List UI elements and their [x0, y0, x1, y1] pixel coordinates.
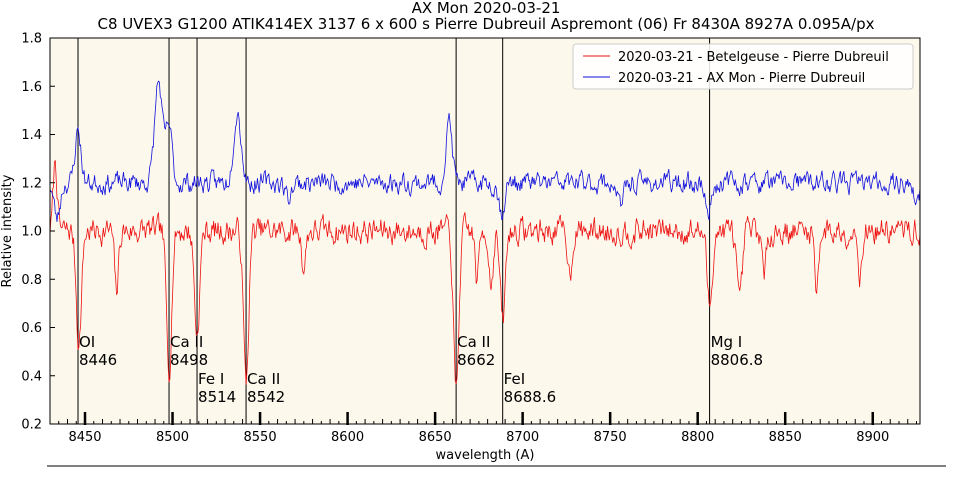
- y-tick-label: 0.2: [21, 418, 42, 433]
- x-tick-label: 8450: [68, 430, 101, 445]
- annotation-wavelength: 8498: [170, 351, 208, 369]
- annotation-wavelength: 8662: [457, 351, 495, 369]
- x-tick-label: 8700: [506, 430, 539, 445]
- annotation-label: Fe I: [198, 370, 224, 388]
- annotation-wavelength: 8446: [79, 351, 117, 369]
- x-tick-label: 8900: [856, 430, 889, 445]
- annotation-wavelength: 8514: [198, 388, 236, 406]
- y-tick-label: 1.0: [21, 225, 42, 240]
- annotation-label: Ca II: [170, 333, 203, 351]
- x-tick-label: 8600: [331, 430, 364, 445]
- y-tick-label: 0.8: [21, 273, 42, 288]
- series-line-betelgeuse: [49, 159, 921, 385]
- chart-title: AX Mon 2020-03-21: [412, 0, 561, 17]
- series-line-ax-mon: [49, 80, 921, 222]
- y-tick-label: 1.4: [21, 128, 42, 143]
- x-tick-label: 8500: [156, 430, 189, 445]
- legend: 2020-03-21 - Betelgeuse - Pierre Dubreui…: [572, 43, 914, 90]
- annotation-label: Mg I: [711, 333, 743, 351]
- chart-subtitle: C8 UVEX3 G1200 ATIK414EX 3137 6 x 600 s …: [97, 15, 874, 33]
- y-tick-label: 0.4: [21, 369, 42, 384]
- annotation-wavelength: 8806.8: [711, 351, 764, 369]
- x-tick-label: 8800: [681, 430, 714, 445]
- legend-label-ax-mon: 2020-03-21 - AX Mon - Pierre Dubreuil: [618, 71, 865, 86]
- annotation-label: FeI: [504, 370, 525, 388]
- y-tick-label: 0.6: [21, 321, 42, 336]
- x-axis: 8450 8500 8550 8600 8650 8700 8750 8800 8850 8900: [49, 412, 917, 445]
- annotation-label: Ca II: [457, 333, 490, 351]
- x-tick-label: 8750: [594, 430, 627, 445]
- annotation-wavelength: 8688.6: [504, 388, 556, 406]
- x-axis-label: wavelength (A): [436, 448, 535, 463]
- annotation-label: OI: [79, 333, 95, 351]
- legend-box: [572, 43, 914, 90]
- y-tick-label: 1.8: [21, 32, 42, 47]
- annotation-label: Ca II: [247, 370, 280, 388]
- y-axis-label: Relative intensity: [0, 174, 15, 287]
- y-tick-label: 1.2: [21, 176, 42, 191]
- y-axis: 0.2 0.4 0.6 0.8 1.0 1.2 1.4 1.6 1.8: [21, 32, 55, 433]
- legend-label-betelgeuse: 2020-03-21 - Betelgeuse - Pierre Dubreui…: [618, 50, 889, 65]
- annotation-wavelength: 8542: [247, 388, 285, 406]
- series-layer: [49, 80, 921, 385]
- x-tick-label: 8550: [244, 430, 277, 445]
- x-tick-label: 8850: [769, 430, 802, 445]
- x-tick-label: 8650: [419, 430, 452, 445]
- y-tick-label: 1.6: [21, 80, 42, 95]
- line-markers: [77, 38, 711, 424]
